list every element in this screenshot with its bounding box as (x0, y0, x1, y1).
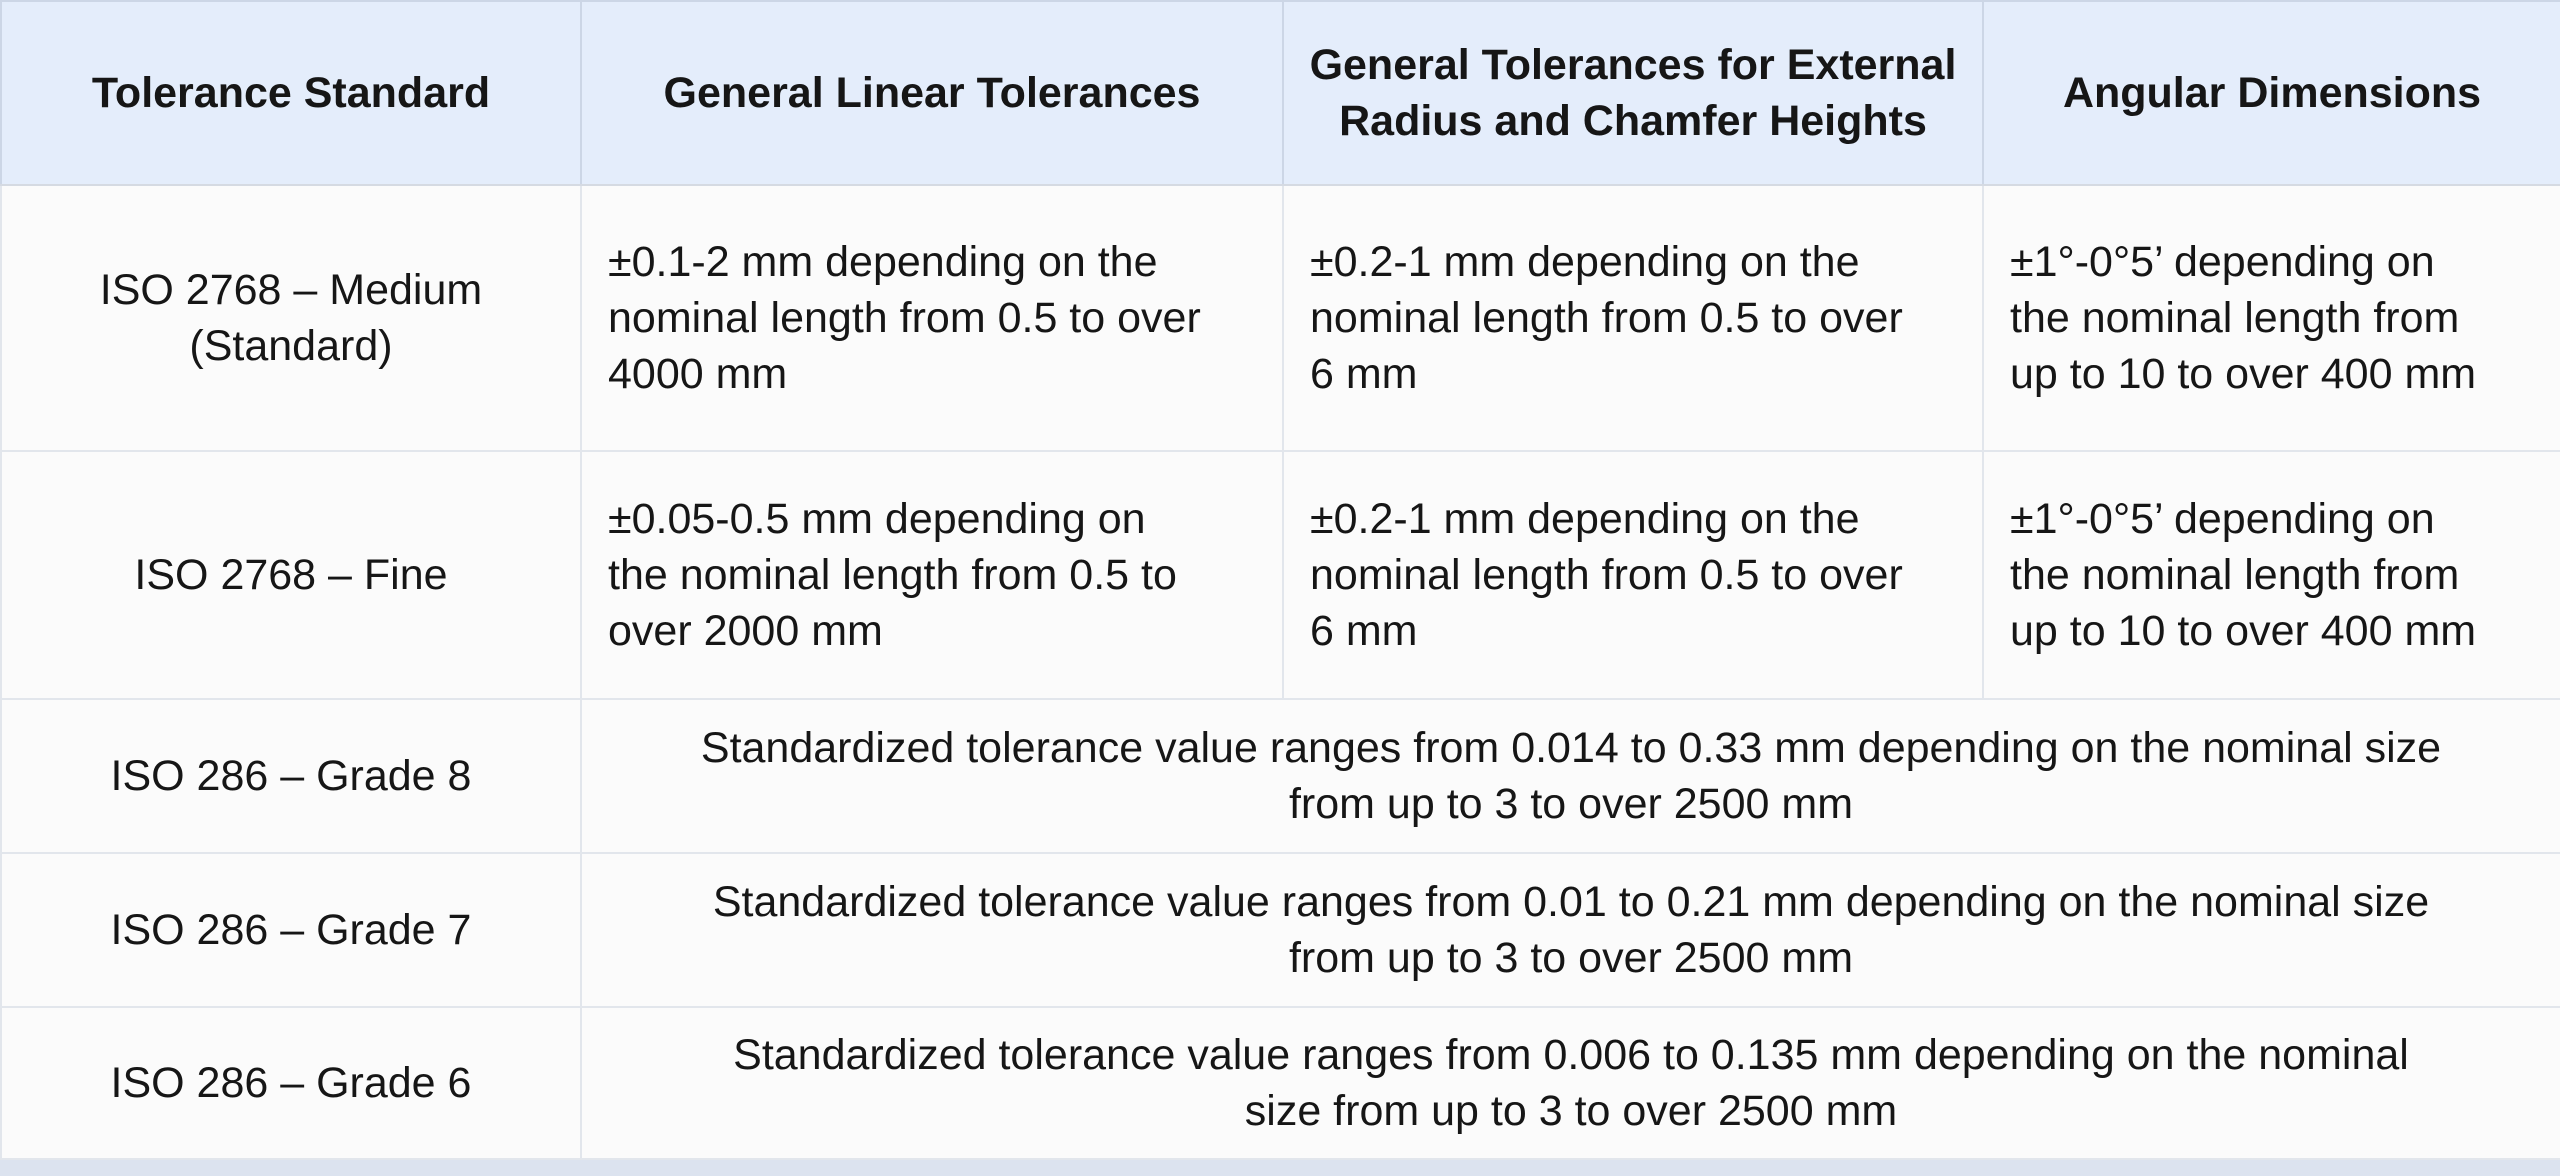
cell-standard-name: ISO 286 – Grade 8 (0, 698, 582, 854)
cell-standard-name: ISO 286 – Grade 7 (0, 852, 582, 1008)
cell-standardized-tolerance-range: Standardized tolerance value ranges from… (580, 1006, 2560, 1160)
col-header-angular-dimensions: Angular Dimensions (1982, 0, 2560, 186)
col-header-tolerance-standard: Tolerance Standard (0, 0, 582, 186)
cell-standardized-tolerance-range: Standardized tolerance value ranges from… (580, 852, 2560, 1008)
col-header-external-radius-chamfer-heights: General Tolerances for External Radius a… (1282, 0, 1984, 186)
cell-standard-name: ISO 2768 – Fine (0, 450, 582, 700)
table-header: Tolerance Standard General Linear Tolera… (0, 0, 2560, 186)
cell-radius-chamfer-tolerance: ±0.2-1 mm depending on the nominal lengt… (1282, 450, 1984, 700)
cell-linear-tolerance: ±0.1-2 mm depending on the nominal lengt… (580, 184, 1284, 452)
cell-radius-chamfer-tolerance: ±0.2-1 mm depending on the nominal lengt… (1282, 184, 1984, 452)
cell-angular-tolerance: ±1°-0°5’ depending on the nominal length… (1982, 184, 2560, 452)
table-row-iso286-grade7: ISO 286 – Grade 7 Standardized tolerance… (0, 852, 2560, 1008)
table-row-iso286-grade8: ISO 286 – Grade 8 Standardized tolerance… (0, 698, 2560, 854)
cell-angular-tolerance: ±1°-0°5’ depending on the nominal length… (1982, 450, 2560, 700)
cell-standardized-tolerance-range: Standardized tolerance value ranges from… (580, 698, 2560, 854)
cell-standard-name: ISO 286 – Grade 6 (0, 1006, 582, 1160)
table-row-iso286-grade6: ISO 286 – Grade 6 Standardized tolerance… (0, 1006, 2560, 1160)
cell-standard-name: ISO 2768 – Medium (Standard) (0, 184, 582, 452)
table-body: ISO 2768 – Medium (Standard) ±0.1-2 mm d… (0, 184, 2560, 1160)
table-row-iso2768-medium: ISO 2768 – Medium (Standard) ±0.1-2 mm d… (0, 184, 2560, 452)
col-header-general-linear-tolerances: General Linear Tolerances (580, 0, 1284, 186)
table-row-iso2768-fine: ISO 2768 – Fine ±0.05-0.5 mm depending o… (0, 450, 2560, 700)
cell-linear-tolerance: ±0.05-0.5 mm depending on the nominal le… (580, 450, 1284, 700)
header-row: Tolerance Standard General Linear Tolera… (0, 0, 2560, 186)
